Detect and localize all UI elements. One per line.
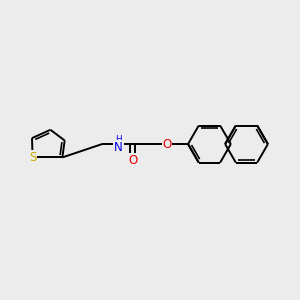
Text: S: S [29,151,36,164]
Text: H: H [115,135,122,144]
Text: O: O [163,138,172,151]
Text: N: N [114,140,123,154]
Text: O: O [128,154,137,166]
